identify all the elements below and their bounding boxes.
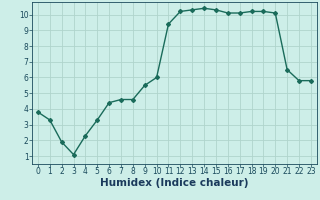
X-axis label: Humidex (Indice chaleur): Humidex (Indice chaleur) <box>100 178 249 188</box>
